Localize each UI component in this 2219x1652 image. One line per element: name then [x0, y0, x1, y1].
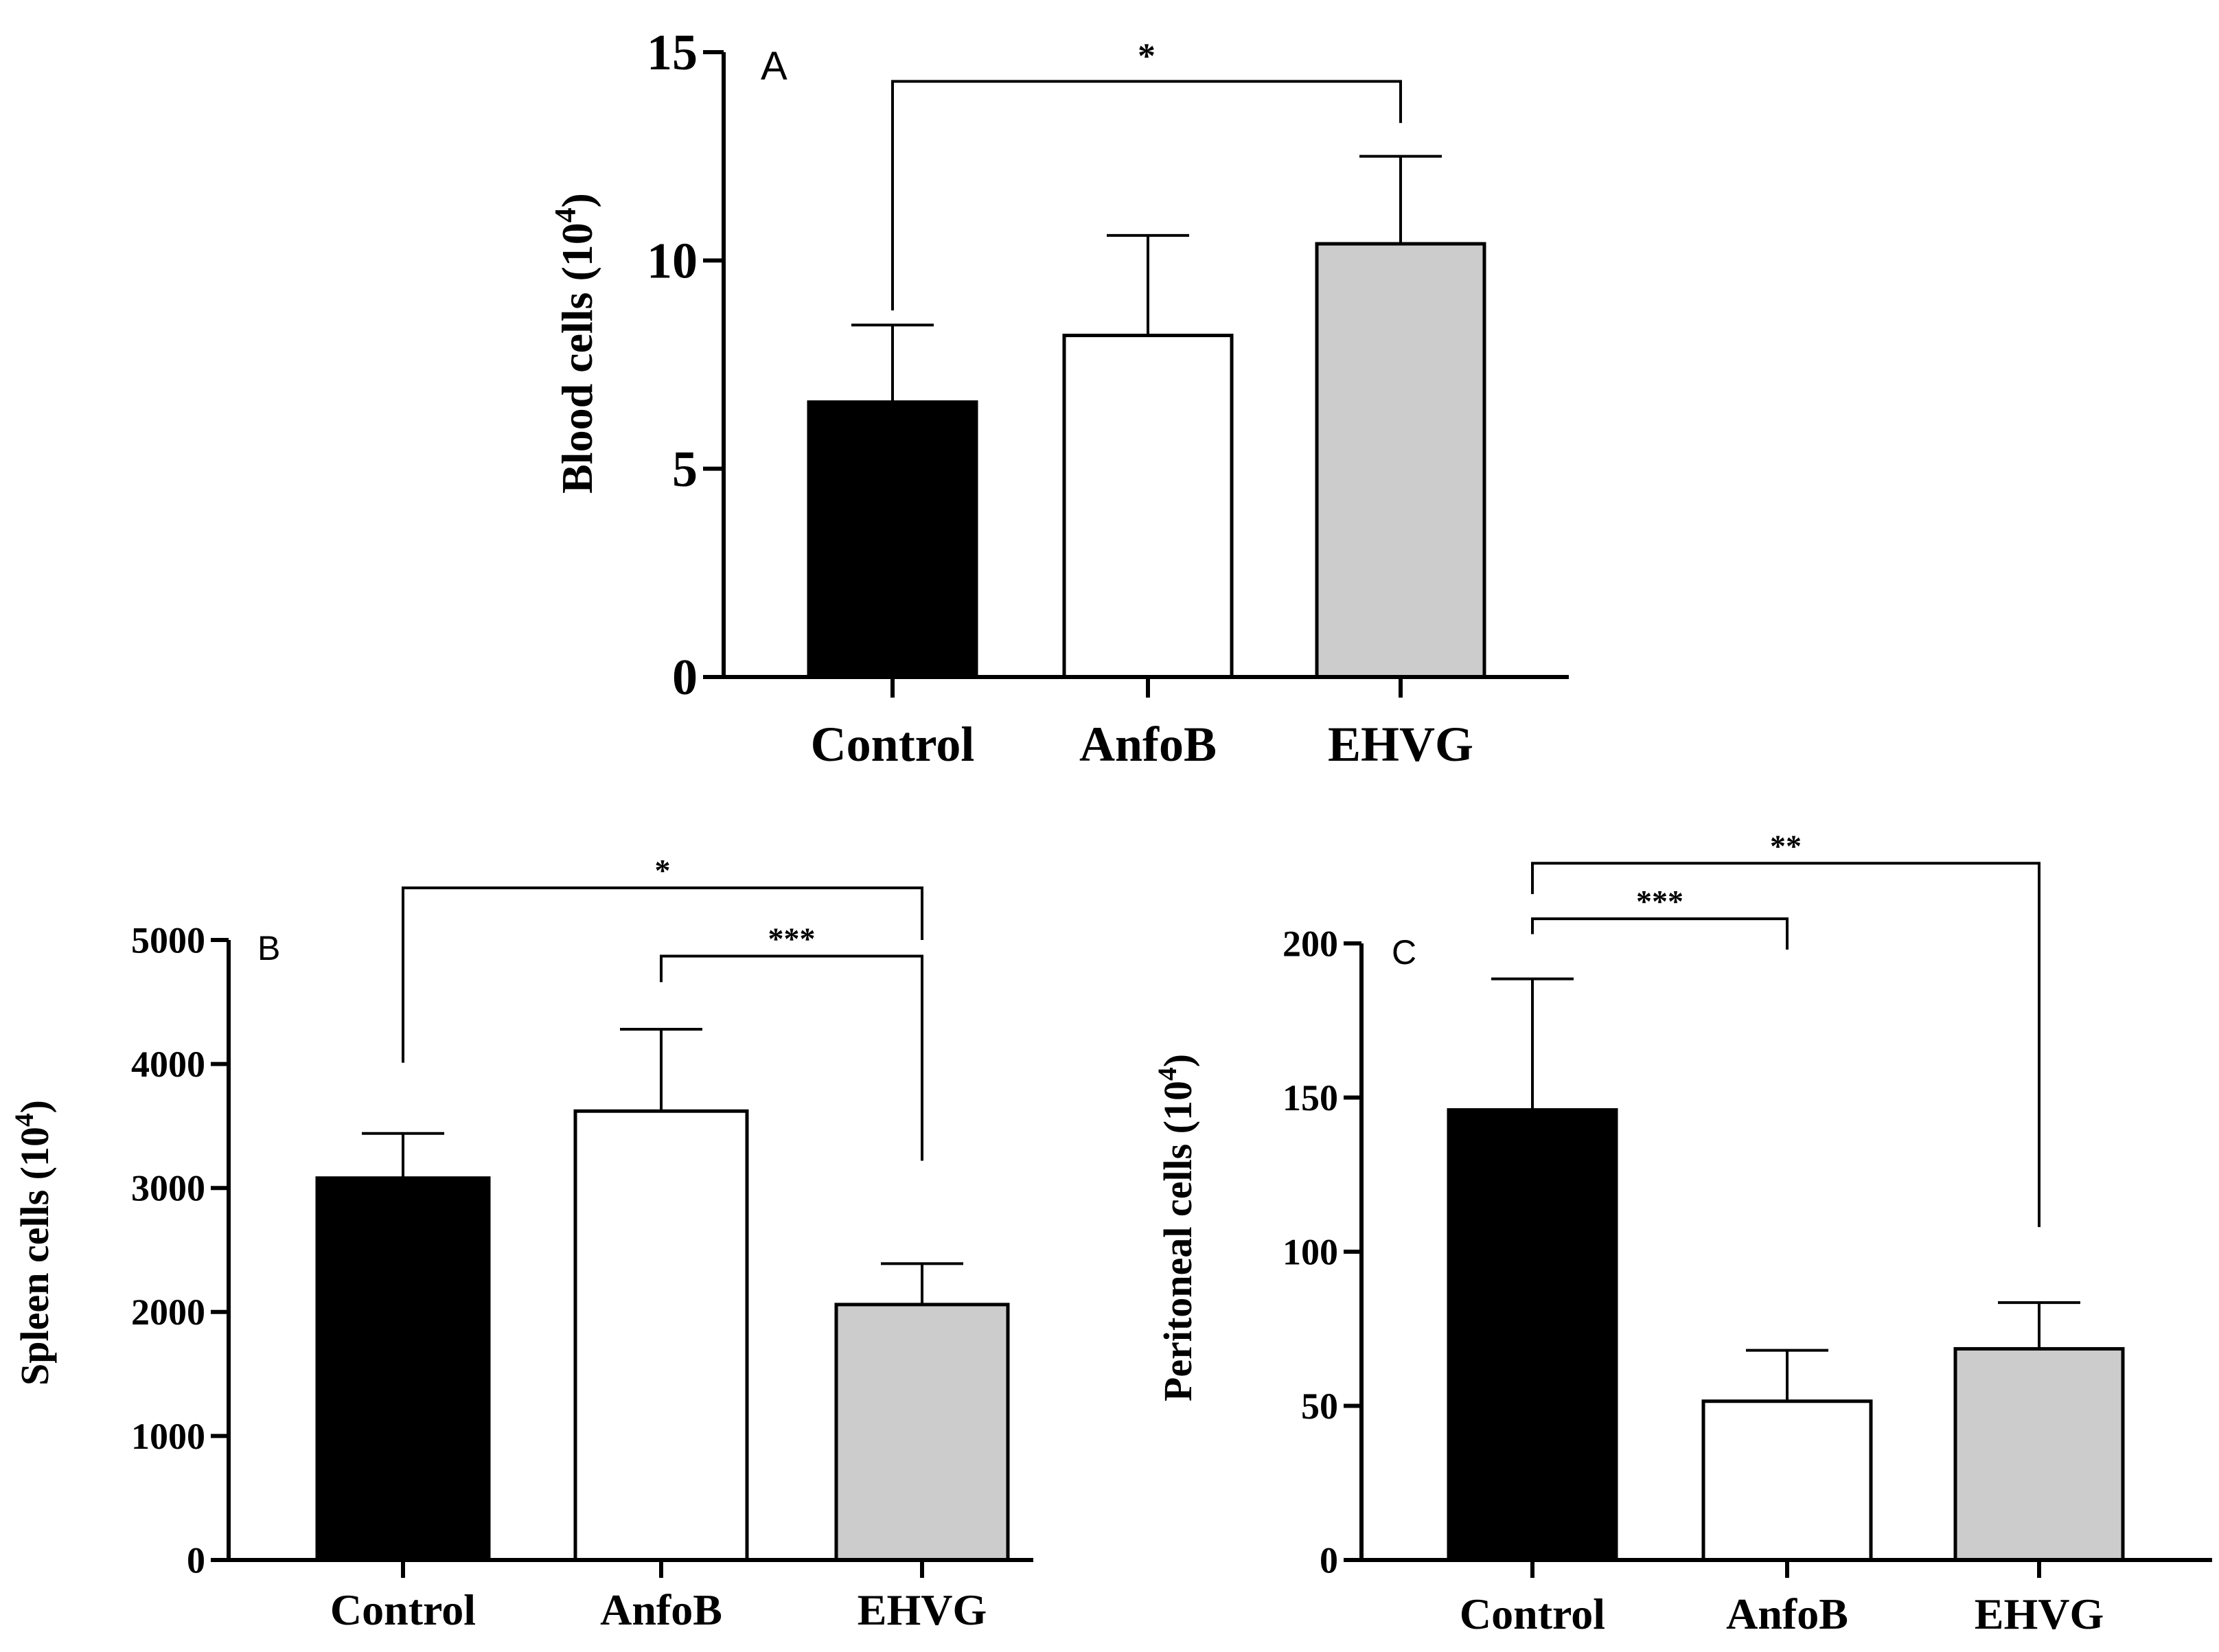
x-tick-label-a-ehvg: EHVG: [1328, 717, 1473, 772]
significance-bracket-c-1: [1531, 862, 2040, 1228]
y-axis-title-b: Spleen cells (104): [9, 1100, 57, 1386]
bar-b-ehvg: [834, 1303, 1010, 1562]
x-tick-label-c-control: Control: [1460, 1590, 1605, 1638]
bar-a-anfob: [1062, 334, 1234, 679]
x-tick-label-b-anfob: AnfoB: [600, 1585, 722, 1634]
significance-bracket-c-2: [1531, 917, 1789, 950]
x-tick-label-b-control: Control: [330, 1585, 476, 1634]
y-tick-label-b-4000: 4000: [131, 1044, 205, 1085]
bar-b-anfob: [573, 1109, 749, 1562]
panel-b: 0 1000 2000 3000 4000 5000 Control AnfoB EHVG Spl…: [9, 853, 1033, 1634]
y-tick-label-c-100: 100: [1283, 1231, 1338, 1272]
significance-bracket-b-1: [402, 886, 923, 1063]
y-axis-title-close-b: ): [12, 1100, 57, 1113]
y-tick-label-a-5: 5: [672, 441, 698, 498]
x-tick-label-c-ehvg: EHVG: [1975, 1590, 2104, 1638]
y-tick-label-b-2000: 2000: [131, 1292, 205, 1333]
bar-c-control: [1447, 1108, 1618, 1562]
y-tick-label-b-1000: 1000: [131, 1416, 205, 1457]
y-tick-label-a-0: 0: [672, 650, 698, 706]
bar-c-ehvg: [1953, 1346, 2125, 1562]
y-tick-label-b-3000: 3000: [131, 1168, 205, 1209]
y-axis-title-a: Blood cells (104): [549, 193, 601, 494]
x-tick-label-a-anfob: AnfoB: [1079, 717, 1217, 772]
y-tick-label-c-50: 50: [1301, 1386, 1338, 1427]
x-tick-label-c-anfob: AnfoB: [1726, 1590, 1848, 1638]
y-axis-title-text-c: Peritoneal cells (10: [1156, 1081, 1200, 1401]
panel-letter-b: B: [257, 929, 280, 967]
panel-letter-c: C: [1392, 933, 1416, 972]
y-axis-title-text-a: Blood cells (10: [553, 222, 601, 494]
y-tick-label-c-150: 150: [1283, 1077, 1338, 1118]
bar-a-control: [807, 400, 978, 679]
x-tick-label-b-ehvg: EHVG: [858, 1585, 987, 1634]
panel-letter-a: A: [761, 44, 787, 89]
y-axis-title-text-b: Spleen cells (10: [12, 1127, 57, 1386]
y-axis-title-superscript-b: 4: [9, 1113, 39, 1127]
y-axis-title-superscript-c: 4: [1152, 1067, 1182, 1081]
significance-bracket-a-1: [891, 80, 1402, 311]
y-tick-label-b-5000: 5000: [131, 919, 205, 961]
bar-c-anfob: [1701, 1399, 1873, 1562]
x-tick-label-a-control: Control: [811, 717, 975, 772]
y-tick-label-c-0: 0: [1320, 1539, 1338, 1581]
significance-bracket-b-2: [660, 954, 923, 1161]
bar-b-control: [315, 1176, 491, 1562]
y-axis-title-superscript-a: 4: [549, 207, 582, 222]
y-tick-label-a-15: 15: [647, 25, 698, 81]
significance-label-c-2: ***: [1636, 884, 1683, 919]
y-tick-label-c-200: 200: [1283, 923, 1338, 964]
significance-label-c-1: **: [1770, 828, 1802, 863]
y-tick-label-b-0: 0: [187, 1539, 205, 1581]
panel-a: 0 5 10 15 Control AnfoB EHVG Blood cells (104) A…: [549, 25, 1569, 772]
significance-label-b-1: *: [655, 853, 671, 888]
bar-a-ehvg: [1315, 242, 1486, 679]
significance-label-b-2: ***: [768, 921, 816, 956]
panel-c: 0 50 100 150 200 Control AnfoB EHVG Peritoneal c…: [1152, 828, 2212, 1638]
significance-label-a-1: *: [1138, 36, 1156, 76]
y-axis-title-close-c: ): [1156, 1054, 1200, 1067]
y-axis-title-close-a: ): [553, 193, 601, 207]
y-axis-title-c: Peritoneal cells (104): [1152, 1054, 1200, 1401]
y-tick-label-a-10: 10: [647, 233, 698, 289]
